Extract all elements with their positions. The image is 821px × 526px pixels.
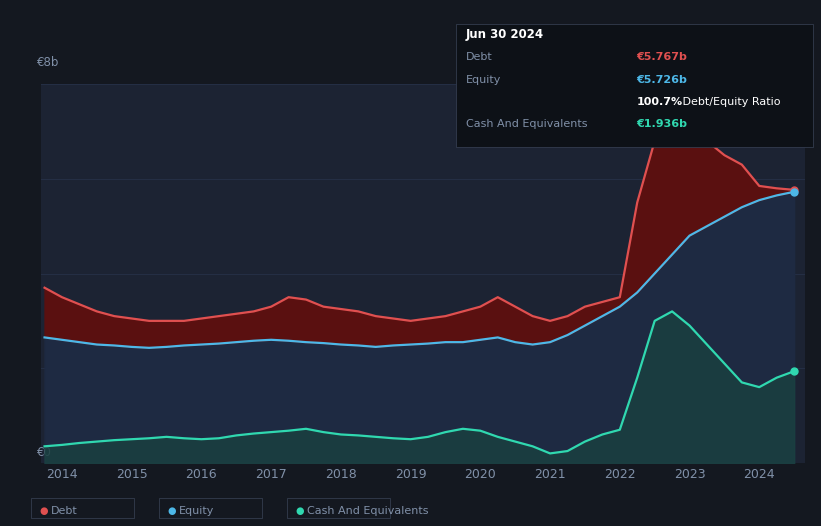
Text: Debt: Debt [51, 505, 78, 516]
Text: ●: ● [167, 505, 176, 516]
Text: ●: ● [39, 505, 48, 516]
Text: Jun 30 2024: Jun 30 2024 [466, 28, 544, 42]
Text: €5.726b: €5.726b [636, 75, 687, 85]
Text: €8b: €8b [37, 56, 60, 69]
Text: Cash And Equivalents: Cash And Equivalents [307, 505, 429, 516]
Text: €5.767b: €5.767b [636, 53, 687, 63]
Text: €1.936b: €1.936b [636, 119, 687, 129]
Text: 100.7%: 100.7% [636, 97, 682, 107]
Text: Debt/Equity Ratio: Debt/Equity Ratio [679, 97, 781, 107]
Text: Equity: Equity [179, 505, 214, 516]
Text: Debt: Debt [466, 53, 493, 63]
Text: Equity: Equity [466, 75, 501, 85]
Text: ●: ● [296, 505, 304, 516]
Text: €0: €0 [37, 446, 52, 459]
Text: Cash And Equivalents: Cash And Equivalents [466, 119, 587, 129]
